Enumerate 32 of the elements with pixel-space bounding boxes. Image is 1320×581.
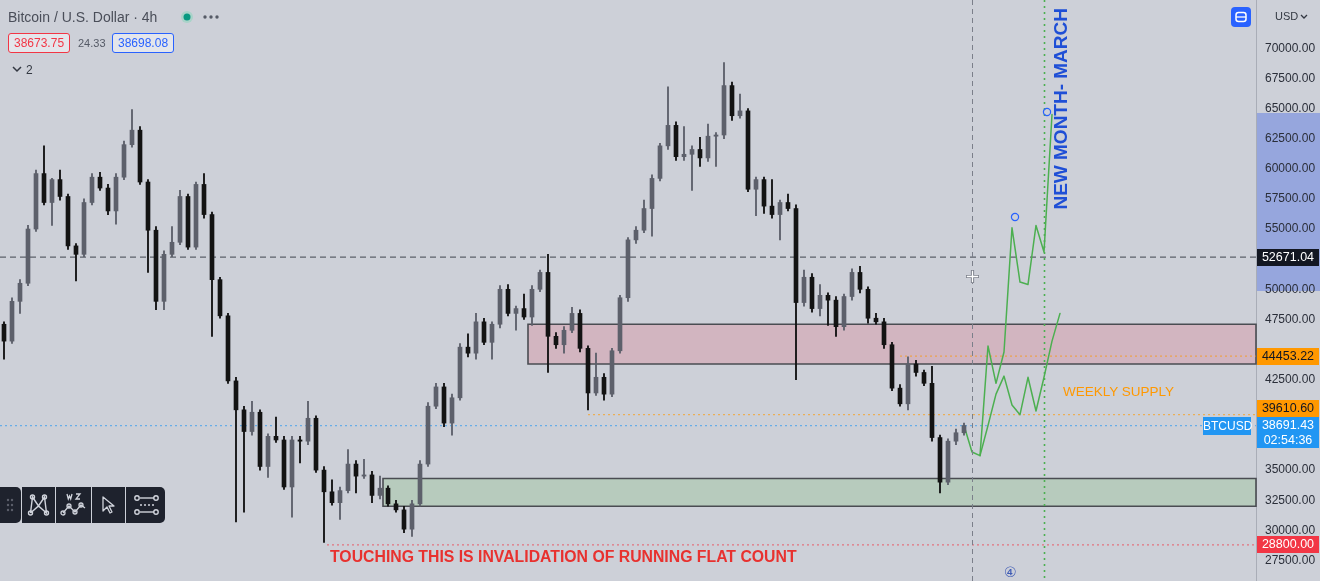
annotation: 38673.75 — [8, 33, 71, 53]
y-tick-label: 60000.00 — [1265, 161, 1316, 176]
y-tick-label: 47500.00 — [1265, 311, 1316, 326]
annotation: ④ — [1004, 564, 1017, 580]
text: 02:54:36 — [1257, 433, 1319, 448]
annotation: WEEKLY SUPPLY — [1063, 384, 1175, 399]
y-tick-label: 32500.00 — [1265, 492, 1316, 507]
candlestick — [689, 145, 695, 191]
y-tick-label: 55000.00 — [1265, 221, 1316, 236]
y-tick-label: 57500.00 — [1265, 191, 1316, 206]
annotation: 38698.08 — [112, 33, 175, 53]
annotation: NEW MONTH- MARCH — [1050, 8, 1071, 210]
y-tick-label: 42500.00 — [1265, 372, 1316, 387]
ref-line-label: 44453.22 — [1257, 347, 1319, 365]
y-tick-label: 27500.00 — [1265, 552, 1316, 567]
ref-line-label: 28800.00 — [1257, 536, 1319, 554]
y-tick-label: 35000.00 — [1265, 462, 1316, 477]
y-tick-label: 70000.00 — [1265, 40, 1316, 55]
y-tick-label: 62500.00 — [1265, 130, 1316, 145]
annotation: 2 — [26, 63, 33, 77]
ref-line-label: 52671.04 — [1257, 248, 1319, 266]
y-tick-label: 50000.00 — [1265, 281, 1316, 296]
ref-line-label: 38691.43 — [1257, 417, 1319, 435]
text: Bitcoin / U.S. Dollar · 4h — [8, 9, 158, 25]
ref-line-label: 39610.60 — [1257, 400, 1319, 418]
y-tick-label: 65000.00 — [1265, 100, 1316, 115]
y-tick-label: 67500.00 — [1265, 70, 1316, 85]
annotation: BTCUSD — [1203, 416, 1253, 435]
annotation: 24.33 — [78, 37, 106, 49]
y-tick-label: 30000.00 — [1265, 522, 1316, 537]
annotation: TOUCHING THIS IS INVALIDATION OF RUNNING FLAT COUNT — [330, 547, 797, 565]
text: USD — [1275, 10, 1299, 22]
